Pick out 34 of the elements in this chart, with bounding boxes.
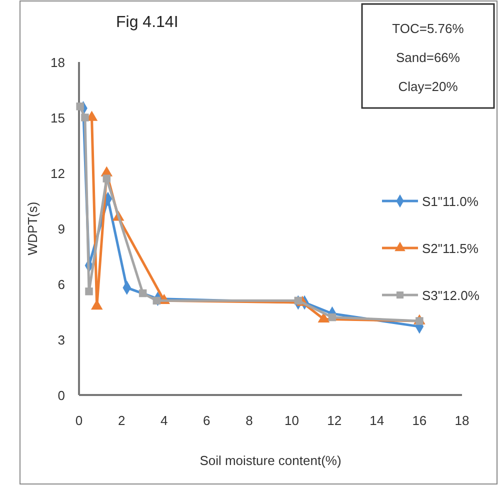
point xyxy=(102,174,111,182)
annotation: Clay=20% xyxy=(398,79,458,94)
point xyxy=(294,296,302,305)
y-tick-label: 0 xyxy=(58,388,65,403)
legend-label: S2"11.5% xyxy=(422,241,479,256)
x-tick-label: 12 xyxy=(327,413,342,428)
point xyxy=(152,296,161,305)
chart-title: Fig 4.14I xyxy=(116,14,178,31)
x-tick-label: 2 xyxy=(118,413,126,428)
point xyxy=(76,102,84,110)
point xyxy=(328,313,336,322)
legend-label: S3"12.0% xyxy=(422,288,480,303)
y-tick-label: 12 xyxy=(50,166,65,181)
x-tick-label: 16 xyxy=(412,413,427,428)
annotation: Sand=66% xyxy=(396,50,460,65)
x-tick-label: 14 xyxy=(370,413,384,428)
x-axis-title: Soil moisture content(%) xyxy=(200,453,342,468)
y-axis-title: WDPT(s) xyxy=(25,202,40,256)
y-tick-label: 3 xyxy=(58,332,65,348)
x-tick-label: 8 xyxy=(246,413,253,428)
legend-label: S1"11.0% xyxy=(422,194,479,209)
y-tick-label: 15 xyxy=(50,110,65,126)
y-tick-label: 18 xyxy=(50,55,65,70)
x-tick-label: 6 xyxy=(203,413,210,428)
point xyxy=(85,288,93,296)
point xyxy=(138,289,147,298)
y-tick-label: 6 xyxy=(58,277,65,292)
x-tick-label: 18 xyxy=(454,413,470,428)
x-tick-label: 10 xyxy=(284,413,300,428)
x-tick-label: 4 xyxy=(160,413,168,428)
point xyxy=(81,114,89,122)
y-tick-label: 9 xyxy=(58,222,65,236)
text: TOC=5.76% xyxy=(392,21,464,36)
x-tick-label: 0 xyxy=(75,413,83,428)
